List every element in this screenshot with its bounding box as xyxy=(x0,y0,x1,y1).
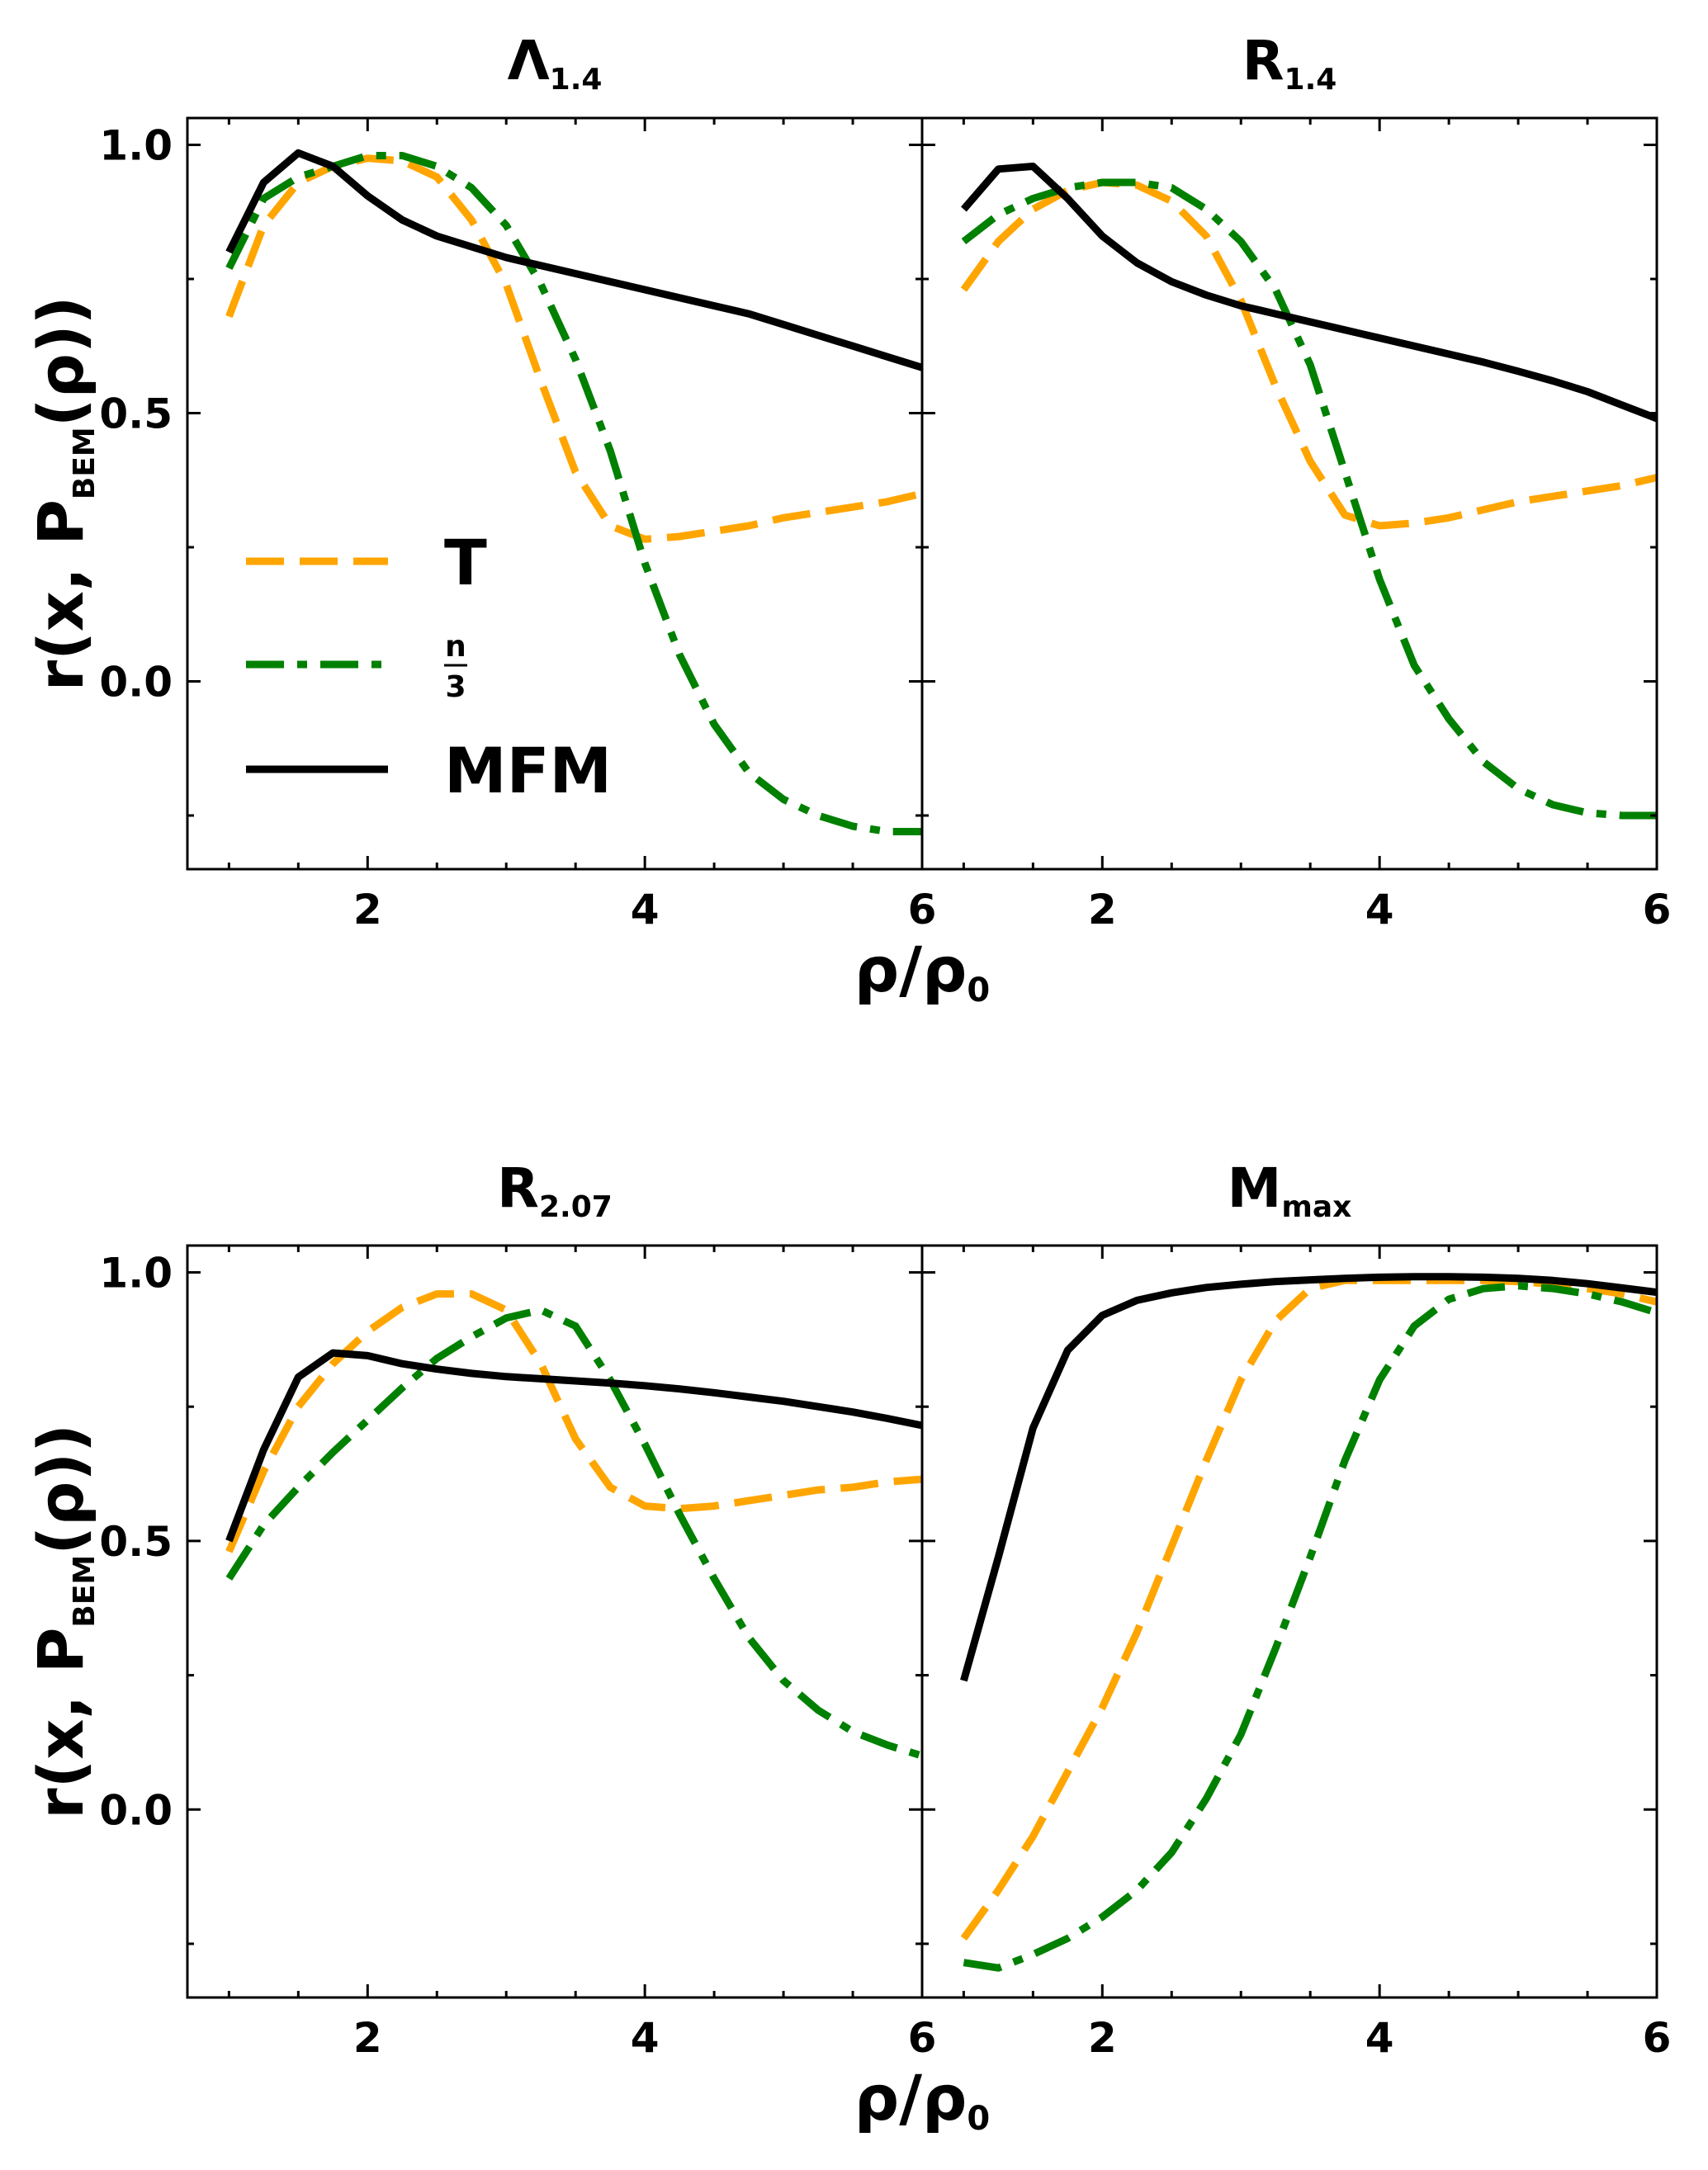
y-axis-label: r(x, PBEM(ρ)) xyxy=(24,296,102,692)
y-axis-label-main: r(x, P xyxy=(24,499,97,691)
series-line-t xyxy=(960,178,1658,530)
panels: 2 4 60.00.51.0Λ1.4r(x, PBEM(ρ))2 4 6R1.42 4 60… xyxy=(24,29,1671,2138)
series-line-t xyxy=(960,1276,1658,1941)
series-line-mfm xyxy=(225,149,924,371)
y-tick-label: 0.5 xyxy=(99,1518,173,1566)
series-line-mfm xyxy=(960,1273,1658,1682)
panel-title-sub: 2.07 xyxy=(539,1190,613,1224)
x-tick-label: 4 xyxy=(631,2014,660,2062)
y-axis-label-main: r(x, P xyxy=(24,1628,97,1819)
legend-label: MFM xyxy=(444,734,612,807)
x-tick-label: 2 xyxy=(1088,886,1117,934)
plot-frame xyxy=(920,116,1658,871)
x-axis-label-main: ρ/ρ xyxy=(854,933,968,1006)
y-tick-label: 1.0 xyxy=(99,1250,173,1298)
panel-title: Mmax xyxy=(1228,1156,1352,1224)
y-axis-label: r(x, PBEM(ρ)) xyxy=(24,1424,102,1819)
y-axis-label-sub: BEM xyxy=(68,427,102,499)
x-tick-label: 2 xyxy=(353,886,382,934)
plot-frame xyxy=(920,1244,1658,1999)
y-tick-label: 0.5 xyxy=(99,390,173,438)
x-tick-label: 4 xyxy=(1365,886,1394,934)
legend-label-numerator: n xyxy=(445,630,466,664)
panel-title-sub: max xyxy=(1281,1190,1351,1224)
y-axis-label-end: (ρ)) xyxy=(24,296,97,428)
panel-title: R1.4 xyxy=(1242,29,1337,97)
series-line-n-over-3 xyxy=(225,1306,924,1760)
panel-title: Λ1.4 xyxy=(508,29,603,97)
series-line-n-over-3 xyxy=(963,1282,1658,1972)
chart-panel-1: 2 4 6 0.0 0.5 1.0 Λ1.4 r(x, PBEM(ρ)) xyxy=(24,29,936,934)
y-tick-label: 0.0 xyxy=(99,659,173,707)
x-tick-label: 6 xyxy=(908,886,937,934)
x-tick-label: 6 xyxy=(1643,886,1672,934)
x-tick-label: 6 xyxy=(1643,2014,1672,2062)
series-line-mfm xyxy=(225,1349,923,1543)
series-line-n-over-3 xyxy=(961,178,1657,820)
x-tick-label: 6 xyxy=(908,2014,937,2062)
chart-panel-2: 2 4 6 R1.4 xyxy=(920,29,1672,934)
chart-panel-4: 2 4 6 Mmax xyxy=(920,1156,1672,2062)
y-tick-label: 1.0 xyxy=(99,122,173,170)
x-axis-label-sub: 0 xyxy=(967,972,990,1009)
panel-title-sub: 1.4 xyxy=(1285,63,1337,97)
x-tick-label: 4 xyxy=(1365,2014,1394,2062)
y-axis-label-end: (ρ)) xyxy=(24,1424,97,1555)
panel-title-main: Λ xyxy=(508,29,550,92)
chart-panel-3: 2 4 6 0.0 0.5 1.0 R2.07 r(x, PBEM(ρ)) xyxy=(24,1156,936,2062)
panel-title: R2.07 xyxy=(497,1156,613,1224)
x-axis-label: ρ/ρ0 xyxy=(854,933,990,1009)
series-line-mfm xyxy=(960,163,1658,423)
y-tick-label: 0.0 xyxy=(99,1786,173,1834)
x-axis-label: ρ/ρ0 xyxy=(854,2061,990,2138)
legend-label: T xyxy=(444,526,487,599)
panel-title-sub: 1.4 xyxy=(550,63,603,97)
x-axis-label-sub: 0 xyxy=(967,2100,990,2138)
x-tick-label: 4 xyxy=(631,886,660,934)
x-tick-label: 2 xyxy=(1088,2014,1117,2062)
y-axis-label-sub: BEM xyxy=(68,1555,102,1628)
plot-frame xyxy=(186,1244,924,1999)
x-axis-label-main: ρ/ρ xyxy=(854,2061,968,2135)
series-line-t xyxy=(225,154,924,543)
series-line-n-over-3 xyxy=(225,152,922,835)
panel-title-main: R xyxy=(1242,29,1285,92)
x-tick-label: 2 xyxy=(353,2014,382,2062)
legend-label-denominator: 3 xyxy=(445,670,466,704)
panel-title-main: M xyxy=(1228,1156,1282,1220)
legend: Tn 3 MFM xyxy=(246,526,612,807)
panel-title-main: R xyxy=(497,1156,539,1220)
